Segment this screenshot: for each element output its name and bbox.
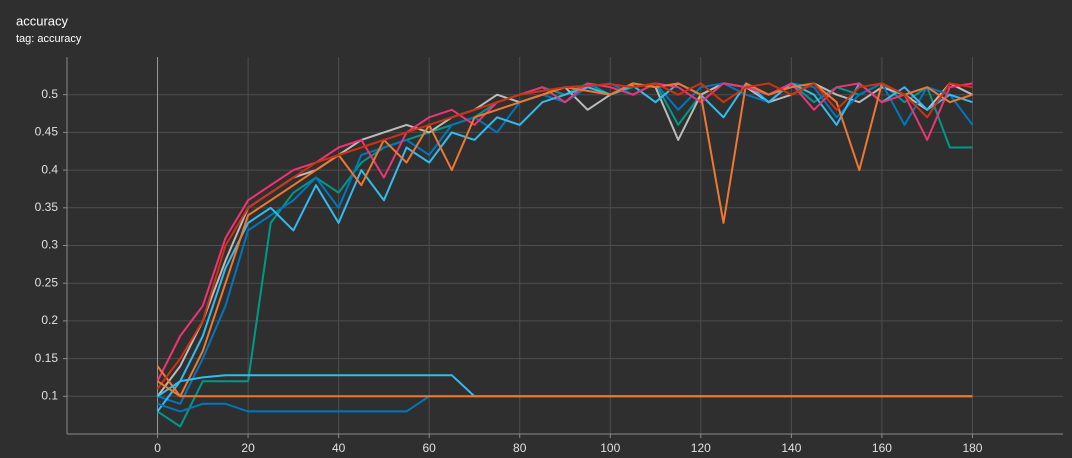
series-line [156,82,973,413]
series-line [156,82,973,390]
series-line [156,82,973,397]
y-tick-label: 0.25 [35,275,59,289]
x-tick-label: 60 [423,441,437,455]
x-tick-label: 120 [691,441,711,455]
series-line [156,82,973,398]
x-tick-label: 160 [872,441,892,455]
series-line [156,380,973,398]
chart-subtitle: tag: accuracy [16,33,82,45]
x-tick-label: 0 [154,441,161,455]
x-tick-label: 140 [781,441,801,455]
series-line [157,82,974,405]
y-tick-label: 0.4 [41,162,58,176]
y-tick-label: 0.45 [35,125,59,139]
y-tick-label: 0.1 [41,388,58,402]
chart-title: accuracy [16,13,69,28]
y-tick-label: 0.35 [35,200,59,214]
x-tick-label: 100 [600,441,620,455]
y-tick-label: 0.3 [41,238,58,252]
y-tick-label: 0.2 [41,313,58,327]
series-line [157,395,973,413]
x-tick-label: 40 [332,441,346,455]
series-line [156,374,973,398]
x-tick-label: 180 [962,441,982,455]
x-tick-label: 20 [241,441,255,455]
series-line [156,82,973,382]
y-tick-label: 0.5 [41,87,58,101]
x-tick-label: 80 [513,441,527,455]
y-tick-label: 0.15 [35,351,59,365]
